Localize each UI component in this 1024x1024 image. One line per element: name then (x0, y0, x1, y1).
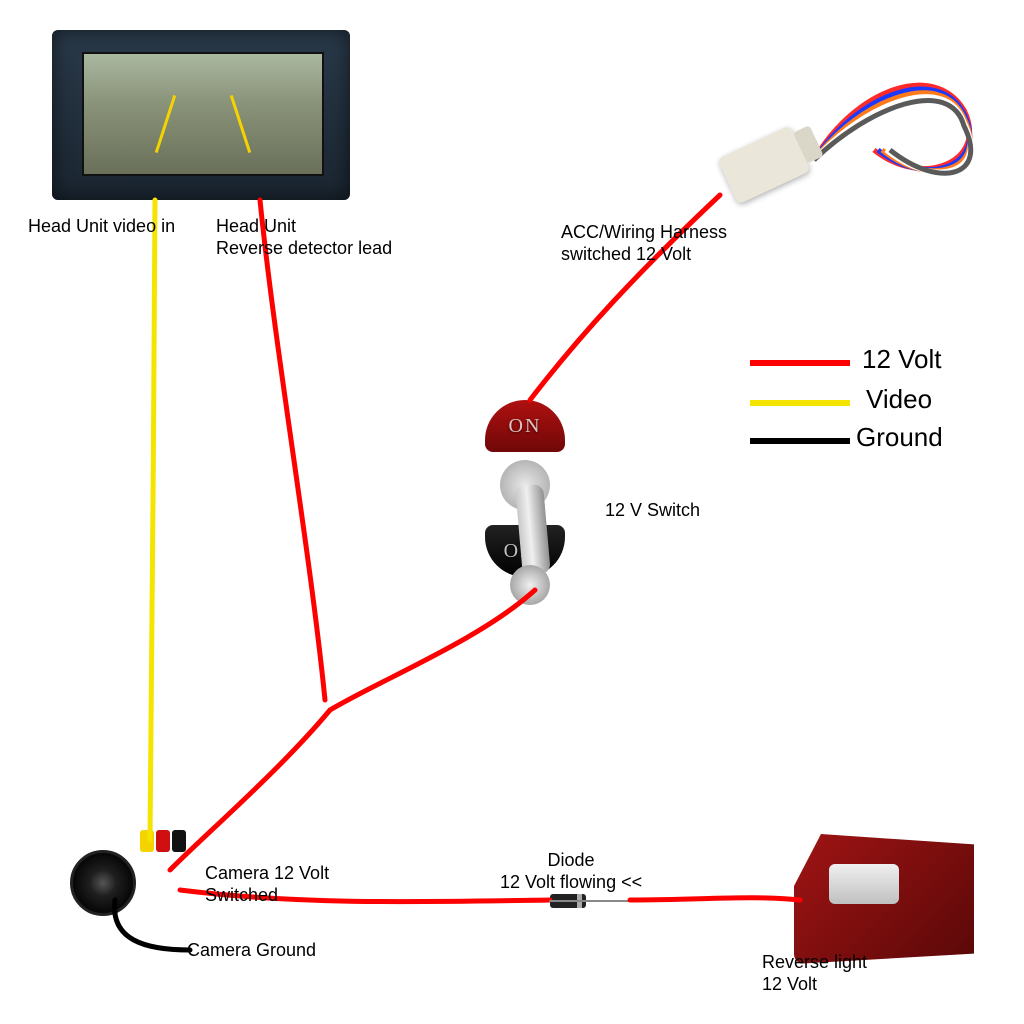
camera-lens-icon (70, 850, 136, 916)
label-head-unit-reverse: Head Unit Reverse detector lead (216, 216, 392, 259)
head-unit (52, 30, 350, 200)
legend-video-label: Video (866, 384, 932, 415)
label-reverse-light: Reverse light 12 Volt (762, 952, 867, 995)
diode (550, 894, 586, 908)
legend-12v-line (750, 360, 850, 366)
switch-on-plate: ON (485, 400, 565, 452)
label-camera-ground: Camera Ground (187, 940, 316, 962)
label-head-unit-video: Head Unit video in (28, 216, 175, 238)
label-harness: ACC/Wiring Harness switched 12 Volt (561, 222, 727, 265)
label-diode: Diode 12 Volt flowing << (500, 850, 642, 893)
wiring-harness (694, 30, 994, 220)
rca-video-icon (140, 830, 154, 852)
label-switch: 12 V Switch (605, 500, 700, 522)
legend-video-line (750, 400, 850, 406)
rca-power-icon (156, 830, 170, 852)
backup-camera (70, 830, 190, 920)
legend-ground-line (750, 438, 850, 444)
legend-ground-label: Ground (856, 422, 943, 453)
legend-12v-label: 12 Volt (862, 344, 942, 375)
rca-ground-icon (172, 830, 186, 852)
tail-light (794, 834, 974, 964)
toggle-switch: ON OFF (460, 390, 590, 620)
label-camera-power: Camera 12 Volt Switched (205, 863, 329, 906)
head-unit-screen (82, 52, 324, 176)
